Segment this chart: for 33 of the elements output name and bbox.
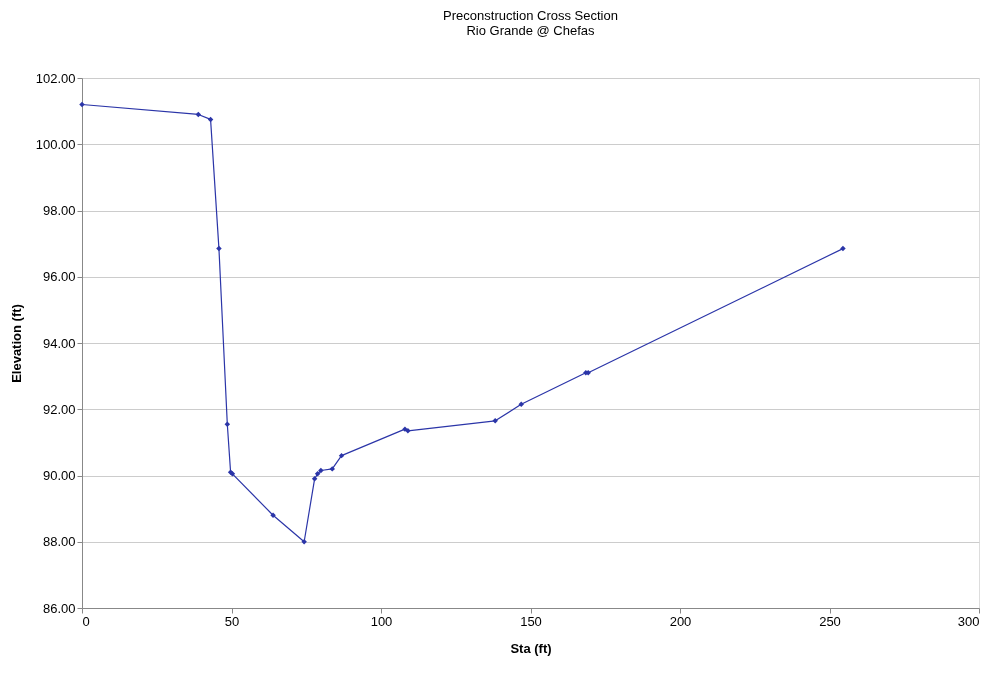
y-tick-label: 92.00 [42, 401, 76, 417]
point [79, 101, 85, 108]
point [216, 245, 222, 252]
y-tick-label: 96.00 [42, 269, 76, 285]
y-tick-label: 98.00 [42, 203, 76, 218]
x-tick-label: 200 [669, 613, 692, 629]
y-axis-title: Elevation (ft) [8, 304, 24, 383]
point [311, 476, 318, 482]
point [314, 471, 321, 477]
point [270, 512, 276, 518]
chart-title: Preconstruction Cross Section [443, 8, 618, 23]
point [301, 539, 307, 545]
x-tick-label: 50 [224, 613, 240, 629]
x-tick-label: 250 [819, 613, 841, 629]
y-tick-label: 100.00 [35, 136, 76, 152]
y-tick-label: 102.00 [35, 70, 76, 86]
x-tick-label: 150 [520, 613, 542, 629]
x-axis-title: Sta (ft) [510, 640, 552, 656]
point [195, 111, 202, 118]
x-tick-label: 300 [957, 613, 980, 629]
point [318, 467, 324, 474]
y-tick-label: 94.00 [42, 335, 76, 351]
y-tick-label: 86.00 [42, 600, 76, 616]
y-tick-label: 90.00 [42, 468, 76, 483]
point [492, 418, 498, 424]
x-tick-label: 100 [370, 613, 393, 629]
point [840, 245, 846, 252]
point [224, 421, 231, 427]
y-tick-label: 88.00 [42, 534, 76, 550]
point [518, 401, 524, 408]
point [329, 466, 335, 472]
chart-subtitle: Rio Grande @ Chefas [466, 23, 596, 38]
x-tick-label: 0 [82, 613, 90, 629]
